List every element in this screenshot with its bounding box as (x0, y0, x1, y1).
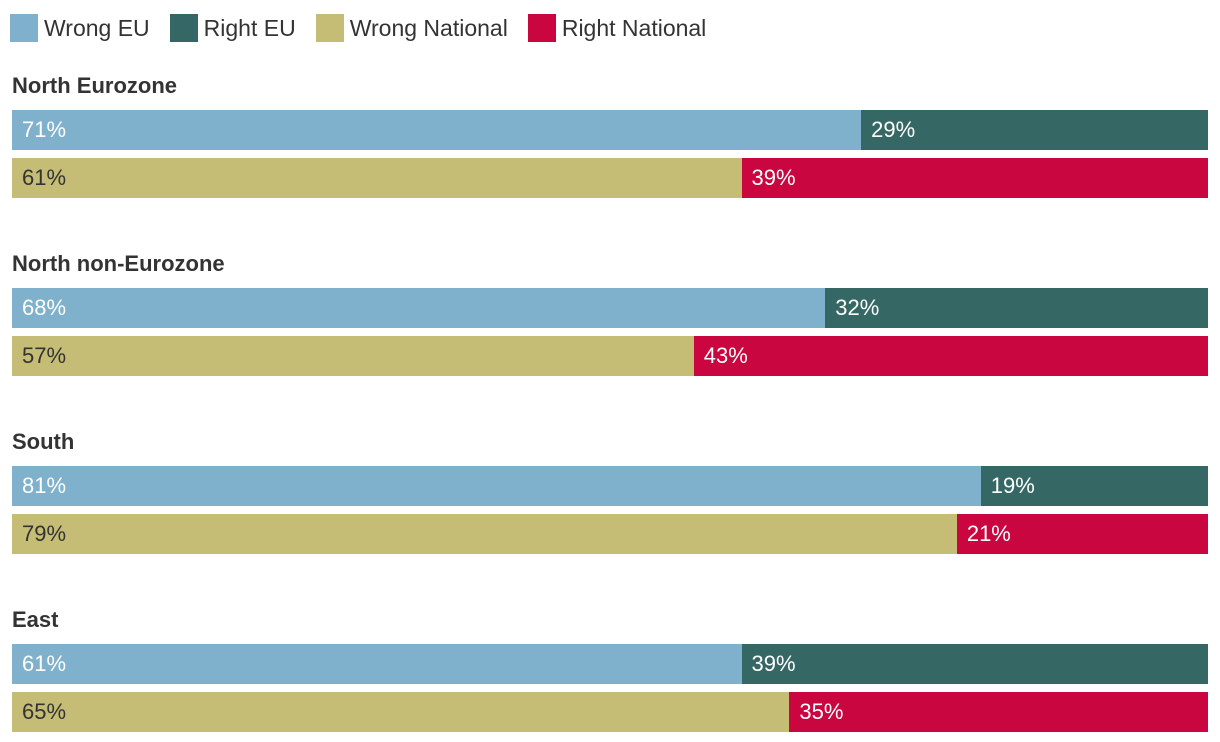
data-label: 43% (703, 343, 748, 368)
group-title-east: East (12, 607, 59, 632)
bar-row-east-eu: 61% 39% (12, 644, 1208, 684)
data-label: 29% (871, 117, 916, 142)
group-title-north-eurozone: North Eurozone (12, 73, 177, 98)
legend-item-wrong-eu: Wrong EU (10, 14, 150, 42)
bar-segment-north-eurozone-wrong-eu: 71% (12, 110, 862, 150)
bar-segment-east-right-eu: 39% (741, 644, 1208, 684)
bar-row-south-eu: 81% 19% (12, 466, 1208, 506)
bar-segment-north-non-eurozone-right-eu: 32% (825, 288, 1208, 328)
data-label: 61% (22, 651, 67, 676)
bar-segment-south-right-eu: 19% (980, 466, 1208, 506)
legend-swatch-wrong-national (315, 14, 344, 42)
data-label: 81% (22, 473, 67, 498)
chart-legend: Wrong EU Right EU Wrong National Right N… (10, 12, 726, 44)
legend-item-wrong-national: Wrong National (315, 14, 508, 42)
bar-row-south-national: 79% 21% (12, 514, 1208, 554)
bar-row-north-non-eurozone-eu: 68% 32% (12, 288, 1208, 328)
data-label: 79% (22, 521, 67, 546)
legend-swatch-right-national (527, 14, 556, 42)
legend-swatch-wrong-eu (10, 14, 38, 42)
bar-segment-east-wrong-eu: 61% (12, 644, 742, 684)
bar-segment-north-eurozone-right-eu: 29% (861, 110, 1208, 150)
bar-segment-north-non-eurozone-wrong-eu: 68% (12, 288, 826, 328)
bar-segment-north-non-eurozone-right-national: 43% (693, 336, 1208, 376)
data-label: 71% (22, 117, 67, 142)
data-label: 57% (22, 343, 67, 368)
legend-label-wrong-national: Wrong National (349, 14, 508, 41)
data-label: 39% (751, 165, 796, 190)
data-label: 65% (22, 699, 67, 724)
group-title-south: South (12, 429, 75, 454)
legend-item-right-national: Right National (527, 14, 707, 42)
bar-segment-north-eurozone-wrong-national: 61% (12, 158, 742, 198)
data-label: 32% (835, 295, 880, 320)
bar-row-east-national: 65% 35% (12, 692, 1208, 732)
legend-swatch-right-eu (169, 14, 198, 42)
bar-segment-south-right-national: 21% (956, 514, 1208, 554)
bar-segment-north-non-eurozone-wrong-national: 57% (12, 336, 694, 376)
data-label: 19% (990, 473, 1035, 498)
data-label: 61% (22, 165, 67, 190)
bar-segment-south-wrong-national: 79% (12, 514, 957, 554)
bar-segment-east-wrong-national: 65% (12, 692, 790, 732)
bar-segment-south-wrong-eu: 81% (12, 466, 981, 506)
bar-row-north-eurozone-eu: 71% 29% (12, 110, 1208, 150)
legend-label-wrong-eu: Wrong EU (44, 14, 150, 41)
data-label: 21% (966, 521, 1011, 546)
data-label: 35% (799, 699, 844, 724)
bar-segment-north-eurozone-right-national: 39% (741, 158, 1208, 198)
legend-label-right-national: Right National (561, 14, 707, 41)
legend-label-right-eu: Right EU (203, 14, 296, 41)
legend-item-right-eu: Right EU (169, 14, 296, 42)
data-label: 68% (22, 295, 67, 320)
group-title-north-non-eurozone: North non-Eurozone (12, 251, 225, 276)
bar-row-north-eurozone-national: 61% 39% (12, 158, 1208, 198)
data-label: 39% (751, 651, 796, 676)
bar-row-north-non-eurozone-national: 57% 43% (12, 336, 1208, 376)
bar-segment-east-right-national: 35% (789, 692, 1208, 732)
